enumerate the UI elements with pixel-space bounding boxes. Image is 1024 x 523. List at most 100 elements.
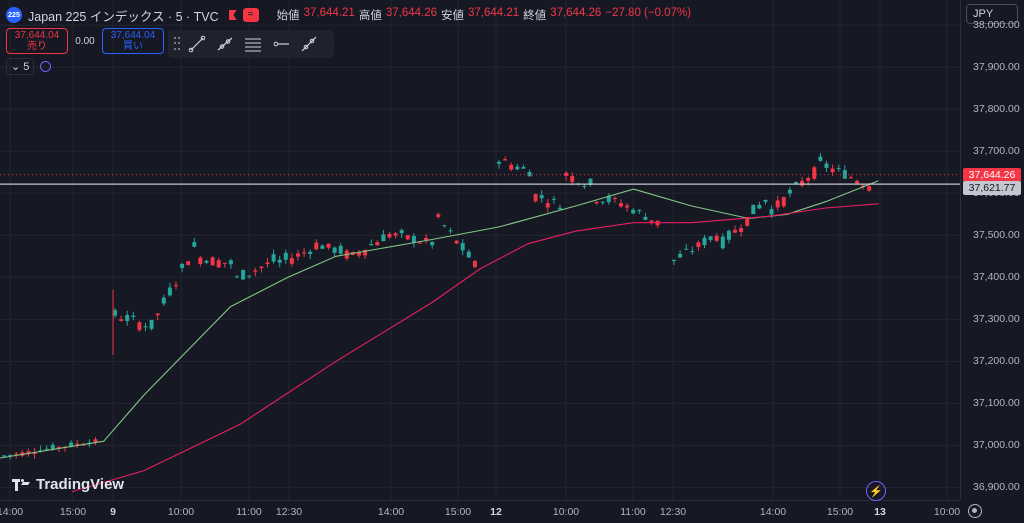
- symbol-title[interactable]: Japan 225 インデックス · 5 · TVC: [28, 9, 219, 24]
- candle-body: [411, 235, 416, 243]
- time-axis[interactable]: 14:00 15:00 9 10:00 11:00 12:30 14:00 15:00 12 10…: [0, 500, 960, 523]
- symbol-header: 225 Japan 225 インデックス · 5 · TVC ≈ 始値 37,64…: [6, 6, 691, 24]
- candle-body: [855, 180, 859, 184]
- candle-body: [775, 200, 780, 208]
- candle-body: [448, 230, 453, 232]
- price-tick-label: 37,300.00: [973, 313, 1020, 326]
- candle-body: [787, 189, 792, 194]
- candle-body: [228, 260, 233, 265]
- indicator-row: ⌄ 5: [6, 58, 52, 75]
- candle-body: [247, 275, 252, 277]
- candle-body: [800, 180, 805, 186]
- candle-body: [192, 242, 197, 247]
- symbol-logo[interactable]: 225: [6, 7, 22, 23]
- candle-body: [757, 204, 762, 209]
- candle-body: [509, 164, 514, 170]
- candle-body: [430, 241, 435, 246]
- candle-body: [283, 252, 288, 260]
- time-tick-label: 13: [874, 506, 886, 518]
- candle-body: [806, 178, 811, 181]
- candle-body: [684, 248, 689, 250]
- candle-body: [442, 225, 447, 227]
- candle-body: [137, 322, 142, 330]
- compare-wave-icon[interactable]: ≈: [242, 8, 259, 22]
- candle-body: [314, 242, 319, 250]
- candle-body: [69, 442, 74, 447]
- candle-body: [690, 251, 695, 253]
- candle-body: [50, 444, 55, 450]
- candlestick-chart[interactable]: [0, 0, 960, 500]
- fib-lines-icon: [245, 38, 261, 52]
- ohlc-change-value: −27.80 (−0.07%): [605, 7, 692, 19]
- candle-body: [781, 197, 786, 207]
- candle-body: [625, 205, 630, 208]
- time-tick-label: 15:00: [444, 506, 472, 518]
- trend-line-tool[interactable]: [186, 33, 208, 55]
- extended-line-icon: [301, 36, 317, 52]
- candle-body: [794, 182, 798, 184]
- candle-body: [733, 229, 737, 233]
- candle-body: [167, 287, 172, 296]
- candle-body: [210, 257, 215, 266]
- price-axis[interactable]: 38,000.00 37,900.00 37,800.00 37,700.00 37,6…: [960, 0, 1024, 500]
- extended-line-tool[interactable]: [298, 33, 320, 55]
- sell-button[interactable]: 37,644.04 売り: [6, 28, 68, 54]
- candle-body: [643, 216, 648, 220]
- indicator-toggle[interactable]: ⌄ 5: [6, 58, 35, 75]
- ohlc-low-label: 安値: [441, 10, 464, 22]
- candle-body: [357, 251, 361, 256]
- candle-body: [606, 195, 611, 203]
- candle-body: [848, 177, 853, 179]
- buy-button[interactable]: 37,644.04 買い: [102, 28, 164, 54]
- candle-body: [551, 198, 556, 200]
- price-tick-label: 37,200.00: [973, 355, 1020, 368]
- chart-area[interactable]: [0, 0, 960, 500]
- candle-body: [836, 168, 841, 170]
- currency-selector[interactable]: JPY: [966, 4, 1018, 24]
- candle-body: [155, 313, 160, 316]
- flag-icon[interactable]: [228, 10, 237, 20]
- drag-handle-icon[interactable]: [174, 37, 180, 51]
- candle-body: [769, 209, 774, 215]
- candle-body: [8, 454, 13, 456]
- ohlc-open-label: 始値: [276, 10, 300, 22]
- candle-body: [564, 172, 569, 176]
- candle-body: [503, 159, 508, 161]
- candle-body: [393, 233, 398, 236]
- candle-body: [180, 264, 185, 268]
- ray-tool[interactable]: [214, 33, 236, 55]
- sell-label: 売り: [27, 41, 47, 52]
- bolt-icon[interactable]: ⚡: [866, 481, 886, 501]
- candle-body: [369, 244, 374, 246]
- candle-body: [277, 259, 282, 263]
- candle-body: [545, 203, 550, 208]
- candle-body: [726, 230, 731, 240]
- chevron-down-icon: ⌄: [11, 61, 21, 73]
- price-tick-label: 37,400.00: [973, 271, 1020, 284]
- indicator-settings-icon[interactable]: [40, 61, 52, 72]
- candle-body: [631, 209, 636, 214]
- time-tick-label: 14:00: [759, 506, 787, 518]
- candle-body: [619, 203, 623, 207]
- candle-body: [381, 234, 386, 242]
- candle-body: [600, 201, 605, 203]
- gear-icon[interactable]: [968, 504, 982, 518]
- candle-body: [81, 444, 86, 446]
- candle-body: [582, 186, 587, 188]
- candle-body: [222, 262, 227, 264]
- spread-value: 0.00: [75, 35, 95, 47]
- candle-body: [466, 251, 471, 258]
- candle-body: [739, 228, 744, 232]
- candle-body: [830, 168, 835, 173]
- candle-body: [271, 254, 276, 262]
- candle-body: [198, 257, 203, 265]
- candle-body: [125, 315, 130, 322]
- candle-body: [338, 245, 343, 254]
- candle-body: [14, 453, 19, 455]
- candle-body: [588, 178, 593, 186]
- tradingview-logo[interactable]: TradingView: [12, 476, 124, 493]
- horizontal-ray-tool[interactable]: [270, 33, 292, 55]
- fib-tool[interactable]: [242, 33, 264, 55]
- price-tick-label: 36,900.00: [973, 481, 1020, 494]
- candle-body: [119, 319, 124, 321]
